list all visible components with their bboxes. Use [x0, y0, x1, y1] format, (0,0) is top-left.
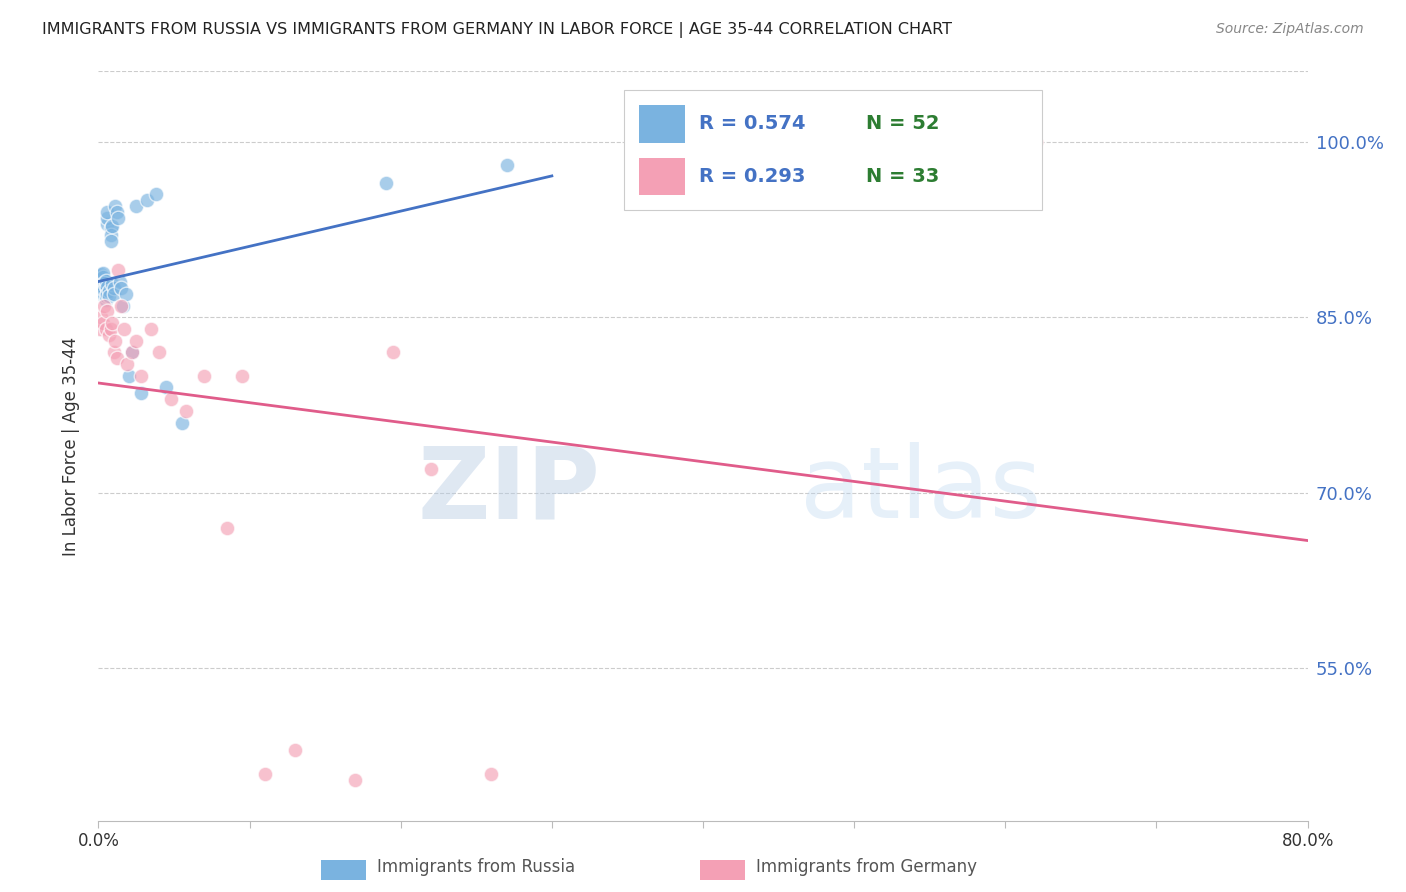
Point [91, 280, 114, 294]
Text: Immigrants from Russia: Immigrants from Russia [377, 858, 575, 876]
Point [91, 316, 114, 330]
Point [91, 285, 114, 300]
Point [155, 380, 177, 394]
Point [101, 277, 124, 292]
Point [481, 766, 503, 781]
Point [100, 228, 122, 243]
Point [93, 299, 115, 313]
Point [104, 199, 127, 213]
Point [231, 368, 253, 383]
Point [129, 368, 152, 383]
FancyBboxPatch shape [638, 105, 685, 143]
Point [112, 322, 135, 336]
Point [111, 299, 134, 313]
Point [107, 211, 129, 225]
Text: atlas: atlas [800, 442, 1042, 540]
Text: R = 0.293: R = 0.293 [699, 167, 806, 186]
Point [145, 187, 167, 202]
Point [91, 275, 114, 289]
Point [174, 404, 197, 418]
Point [160, 392, 183, 407]
Point [101, 219, 124, 233]
Point [94, 289, 117, 303]
Point [94, 274, 117, 288]
Text: N = 52: N = 52 [866, 114, 939, 133]
Point [135, 193, 157, 207]
Point [114, 286, 136, 301]
Point [382, 345, 405, 359]
Text: ZIP: ZIP [418, 442, 600, 540]
Point [103, 345, 125, 359]
Text: N = 33: N = 33 [866, 167, 939, 186]
Y-axis label: In Labor Force | Age 35-44: In Labor Force | Age 35-44 [62, 336, 80, 556]
Point [100, 221, 122, 235]
Point [103, 286, 125, 301]
Point [374, 176, 396, 190]
Point [98, 289, 121, 303]
Point [100, 322, 122, 336]
Text: Immigrants from Germany: Immigrants from Germany [756, 858, 977, 876]
Point [89, 273, 111, 287]
Point [98, 285, 121, 299]
Point [94, 322, 117, 336]
FancyBboxPatch shape [638, 158, 685, 195]
Point [91, 266, 114, 280]
Point [115, 357, 138, 371]
Point [104, 334, 127, 348]
Point [121, 345, 143, 359]
Point [193, 368, 215, 383]
Point [284, 743, 307, 757]
Text: R = 0.574: R = 0.574 [699, 114, 806, 133]
Point [98, 327, 121, 342]
Point [110, 281, 132, 295]
Point [420, 462, 443, 476]
Point [90, 271, 112, 285]
Point [495, 158, 517, 172]
Point [170, 416, 193, 430]
Point [90, 277, 112, 292]
Point [93, 288, 115, 302]
Point [90, 286, 112, 301]
Point [93, 283, 115, 297]
Point [107, 263, 129, 277]
Point [93, 281, 115, 295]
Point [105, 205, 128, 219]
Point [1024, 135, 1046, 149]
FancyBboxPatch shape [624, 90, 1042, 210]
Point [129, 386, 152, 401]
Point [90, 281, 112, 295]
Point [103, 281, 125, 295]
Point [93, 277, 115, 291]
Point [96, 304, 118, 318]
Text: Source: ZipAtlas.com: Source: ZipAtlas.com [1216, 22, 1364, 37]
Point [125, 334, 148, 348]
Point [89, 269, 111, 284]
Point [90, 267, 112, 281]
Point [96, 205, 118, 219]
Text: IMMIGRANTS FROM RUSSIA VS IMMIGRANTS FROM GERMANY IN LABOR FORCE | AGE 35-44 COR: IMMIGRANTS FROM RUSSIA VS IMMIGRANTS FRO… [42, 22, 952, 38]
Point [91, 270, 114, 285]
Point [96, 211, 118, 225]
Point [90, 310, 112, 325]
Point [110, 299, 132, 313]
Point [253, 766, 276, 781]
Point [121, 345, 143, 359]
Point [141, 322, 163, 336]
Point [105, 351, 128, 366]
Point [94, 293, 117, 307]
Point [108, 275, 131, 289]
Point [96, 280, 118, 294]
Point [344, 772, 367, 787]
Point [96, 286, 118, 301]
Point [148, 345, 170, 359]
Point [215, 521, 238, 535]
Point [94, 278, 117, 293]
Point [125, 199, 148, 213]
Point [89, 275, 111, 289]
Point [96, 217, 118, 231]
Point [101, 316, 124, 330]
Point [89, 322, 111, 336]
Point [118, 368, 141, 383]
Point [100, 234, 122, 248]
